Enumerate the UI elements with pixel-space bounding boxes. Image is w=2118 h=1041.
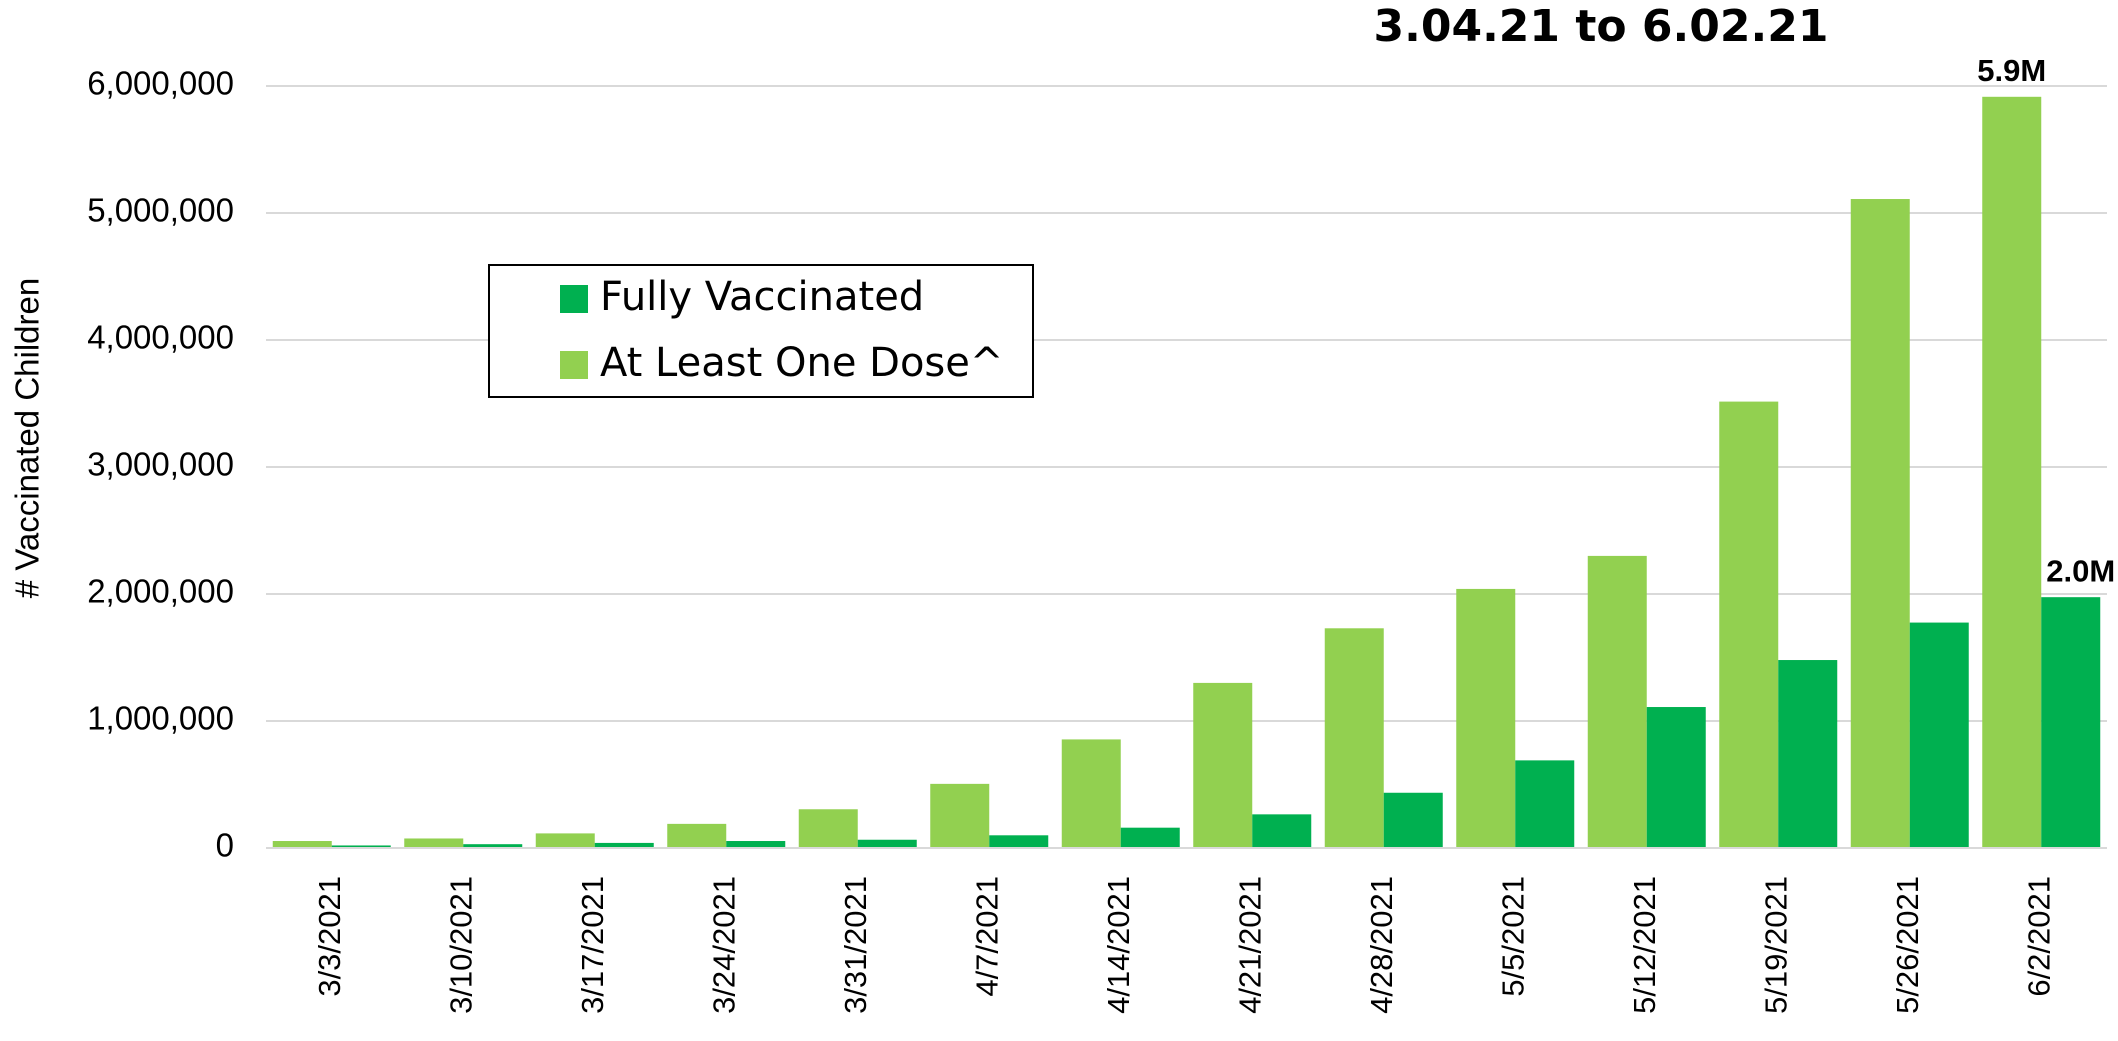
- data-label: 2.0M: [2046, 553, 2115, 588]
- bar: [272, 841, 332, 848]
- bar: [535, 833, 595, 848]
- y-axis-label: # Vaccinated Children: [9, 278, 46, 598]
- legend-swatch: [560, 285, 588, 313]
- bar: [1383, 792, 1443, 848]
- y-tick-label: 4,000,000: [87, 319, 234, 356]
- bar: [404, 838, 464, 848]
- bar: [1252, 814, 1312, 848]
- x-tick-label: 6/2/2021: [2021, 876, 2056, 997]
- x-tick-label: 3/10/2021: [443, 876, 478, 1014]
- x-tick-label: 3/31/2021: [838, 876, 873, 1014]
- y-tick-label: 2,000,000: [87, 573, 234, 610]
- bar: [1120, 827, 1180, 848]
- bar: [331, 845, 391, 848]
- x-tick-label: 4/21/2021: [1232, 876, 1267, 1014]
- x-tick-label: 5/19/2021: [1758, 876, 1793, 1014]
- bar: [1515, 760, 1575, 848]
- chart-title: 3.04.21 to 6.02.21: [1374, 1, 1829, 52]
- y-tick-label: 0: [216, 827, 234, 864]
- bar: [1193, 682, 1253, 848]
- bar: [857, 839, 917, 848]
- bar: [1587, 555, 1647, 848]
- x-tick-label: 3/17/2021: [575, 876, 610, 1014]
- bar: [930, 783, 990, 848]
- bar: [989, 835, 1049, 848]
- y-tick-label: 5,000,000: [87, 192, 234, 229]
- x-tick-label: 3/24/2021: [706, 876, 741, 1014]
- bar: [1646, 707, 1706, 848]
- x-tick-label: 4/14/2021: [1101, 876, 1136, 1014]
- bar: [798, 809, 858, 848]
- legend-swatch: [560, 351, 588, 379]
- y-tick-label: 6,000,000: [87, 65, 234, 102]
- bar: [463, 844, 523, 848]
- bar: [726, 841, 786, 848]
- bar: [1850, 199, 1910, 848]
- legend-label: At Least One Dose^: [600, 340, 1003, 386]
- legend-label: Fully Vaccinated: [600, 274, 924, 320]
- x-tick-label: 5/5/2021: [1495, 876, 1530, 997]
- bar: [1719, 401, 1779, 848]
- y-tick-label: 3,000,000: [87, 446, 234, 483]
- bar: [1982, 96, 2042, 849]
- x-tick-label: 4/28/2021: [1364, 876, 1399, 1014]
- x-tick-label: 5/12/2021: [1627, 876, 1662, 1014]
- data-label: 5.9M: [1977, 53, 2046, 88]
- y-tick-label: 1,000,000: [87, 700, 234, 737]
- bar: [1778, 660, 1838, 848]
- x-tick-label: 5/26/2021: [1890, 876, 1925, 1014]
- bar: [1324, 628, 1384, 848]
- bar: [667, 823, 727, 848]
- bar: [1909, 622, 1969, 848]
- bar: [1061, 739, 1121, 848]
- x-tick-label: 4/7/2021: [969, 876, 1004, 997]
- bar: [2041, 597, 2101, 848]
- bar: [594, 842, 654, 848]
- bar: [1456, 588, 1516, 848]
- x-tick-label: 3/3/2021: [312, 876, 347, 997]
